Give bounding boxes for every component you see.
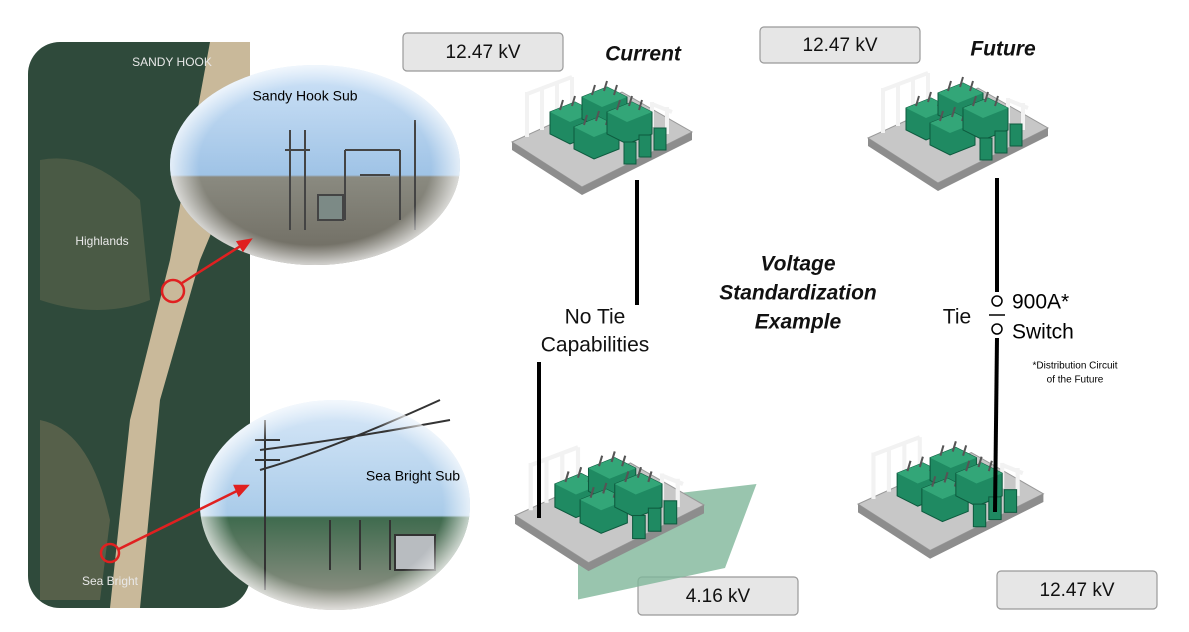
voltage-label: 12.47 kV: [803, 35, 878, 56]
breaker: [623, 141, 637, 165]
land: [40, 158, 150, 310]
photo-fade: [170, 65, 460, 265]
platform-edge: [868, 128, 1048, 191]
section-title: Future: [970, 38, 1036, 61]
bushings: [965, 456, 993, 472]
platform-edge: [858, 493, 1044, 559]
platform-edge: [512, 132, 692, 195]
land: [40, 420, 110, 600]
breaker: [1009, 123, 1023, 147]
footnote: *Distribution Circuit: [1032, 361, 1117, 372]
bushings: [597, 451, 627, 467]
substation-icon: [513, 445, 757, 600]
bushings: [947, 76, 974, 92]
footnote: of the Future: [1047, 375, 1104, 386]
voltage-box: [759, 26, 921, 64]
center-title: Standardization: [719, 282, 877, 305]
map-label: Sea Bright: [82, 574, 139, 588]
substation-icon: [856, 435, 1045, 559]
photo-label: Sea Bright Sub: [366, 468, 460, 484]
bushings: [939, 440, 968, 456]
breaker: [647, 507, 662, 532]
switch-label: Switch: [1012, 321, 1074, 344]
voltage-box: [996, 570, 1158, 610]
voltage-box: [637, 576, 799, 616]
voltage-box: [402, 32, 564, 72]
substation-icon: [510, 75, 694, 195]
bushings: [624, 466, 653, 483]
bushings: [972, 91, 999, 107]
breaker: [632, 514, 646, 540]
breaker: [1003, 489, 1018, 513]
breaker: [653, 127, 667, 151]
connection-line: [537, 178, 999, 518]
map-label: SANDY HOOK: [132, 55, 212, 69]
bushings: [591, 80, 618, 96]
bushings: [616, 95, 643, 111]
section-title: Current: [605, 43, 682, 66]
connection-label: No Tie: [565, 306, 626, 329]
breaker: [972, 503, 987, 528]
photo-label: Sandy Hook Sub: [252, 88, 357, 104]
tie-label: Tie: [943, 306, 971, 329]
photo-fade: [200, 400, 470, 610]
breaker: [638, 134, 652, 158]
voltage-label: 12.47 kV: [1040, 580, 1115, 601]
switch-symbol: [989, 295, 1005, 335]
switch-label: 900A*: [1012, 291, 1069, 314]
center-title: Example: [755, 311, 842, 334]
voltage-label: 12.47 kV: [446, 42, 521, 63]
connection-label: Capabilities: [541, 334, 650, 357]
breaker: [994, 130, 1008, 154]
location-marker: [99, 238, 253, 564]
breaker: [663, 500, 678, 525]
substation-icon: [866, 71, 1050, 191]
map-label: Highlands: [75, 234, 128, 248]
platform-edge: [515, 505, 704, 572]
voltage-label: 4.16 kV: [686, 586, 751, 607]
center-title: Voltage: [760, 253, 835, 276]
breaker: [979, 137, 993, 161]
